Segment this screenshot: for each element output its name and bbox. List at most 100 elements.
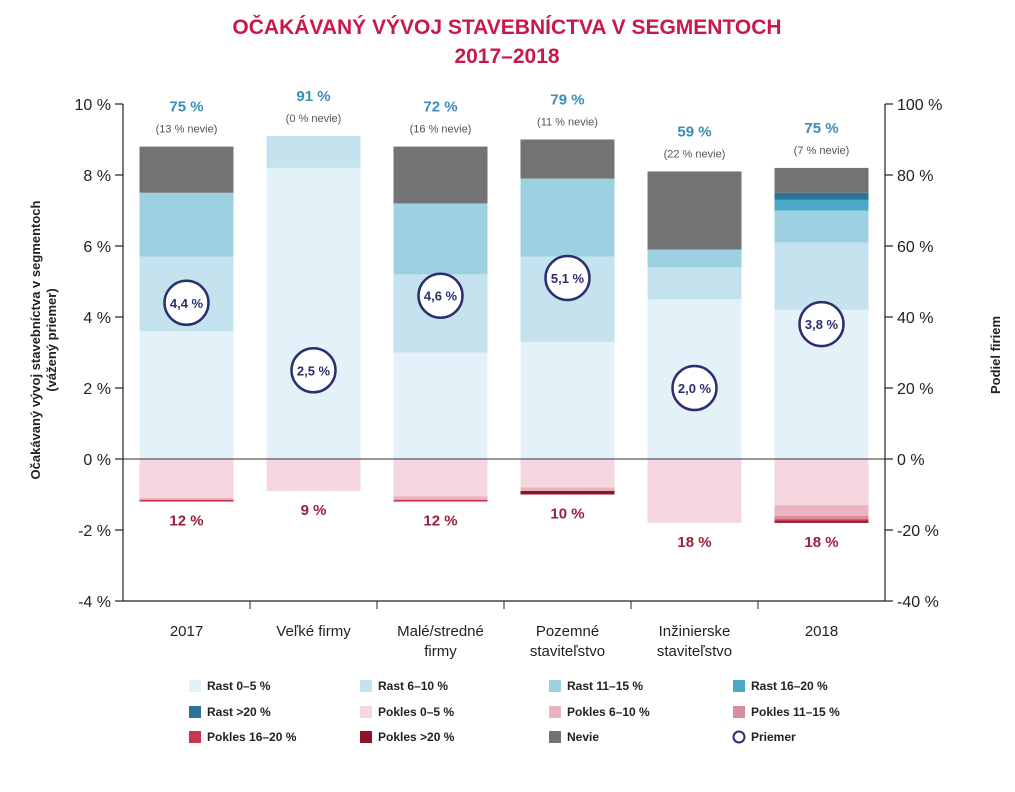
- bar-segment: [647, 171, 742, 250]
- bar-segment: [774, 242, 869, 310]
- legend-label: Pokles 6–10 %: [567, 705, 650, 719]
- legend-label: Rast >20 %: [207, 705, 271, 719]
- bar-segment: [774, 167, 869, 193]
- category-label: staviteľstvo: [530, 643, 605, 660]
- positive-share-label: 79 %: [550, 92, 584, 109]
- left-axis-title-line2: (vážený priemer): [44, 288, 59, 391]
- legend-swatch: [360, 731, 372, 743]
- legend: Rast 0–5 % Rast 6–10 % Rast 11–15 % Rast 16…: [189, 679, 840, 744]
- right-axis-title-text: Podiel firiem: [988, 316, 1003, 394]
- legend-label: Nevie: [567, 730, 599, 744]
- nevie-share-label: (13 % nevie): [156, 124, 218, 136]
- category-label: firmy: [424, 643, 457, 660]
- legend-label: Pokles 0–5 %: [378, 705, 454, 719]
- legend-swatch: [732, 730, 746, 744]
- legend-label: Rast 11–15 %: [567, 679, 643, 693]
- legend-label: Rast 16–20 %: [751, 679, 828, 693]
- positive-share-label: 59 %: [677, 123, 711, 140]
- bar-segment: [393, 459, 488, 497]
- bar-segment: [393, 496, 488, 500]
- left-tick-label: -4 %: [78, 594, 111, 611]
- plot-area: 10 % 8 % 6 % 4 % 2 % 0 % -2 % -4 % 100 % 80 % 60 %…: [75, 88, 943, 660]
- bar-segment: [774, 459, 869, 506]
- bar-segment: [647, 459, 742, 523]
- bar-segment: [393, 352, 488, 459]
- right-tick-label: -40 %: [897, 594, 939, 611]
- bar-segment: [393, 203, 488, 275]
- positive-share-label: 75 %: [169, 99, 203, 116]
- legend-swatch: [733, 706, 745, 718]
- left-tick-label: 10 %: [75, 97, 111, 114]
- right-tick-label: 40 %: [897, 310, 933, 327]
- legend-label: Priemer: [751, 730, 796, 744]
- bar-segment: [520, 178, 615, 257]
- bar-segment: [647, 267, 742, 300]
- category-label: 2018: [805, 623, 838, 640]
- right-tick-label: 80 %: [897, 168, 933, 185]
- legend-swatch: [549, 731, 561, 743]
- left-axis-title: Očakávaný vývoj stavebníctva v segmentoc…: [28, 200, 59, 479]
- legend-label: Rast 0–5 %: [207, 679, 271, 693]
- right-axis-title: Podiel firiem: [988, 316, 1003, 394]
- nevie-share-label: (7 % nevie): [794, 145, 850, 157]
- average-value-label: 2,5 %: [297, 363, 331, 378]
- legend-swatch: [360, 706, 372, 718]
- bar-segment: [393, 499, 488, 502]
- negative-share-label: 12 %: [169, 513, 203, 530]
- right-tick-label: 20 %: [897, 381, 933, 398]
- right-tick-label: 60 %: [897, 239, 933, 256]
- bar-segment: [647, 249, 742, 268]
- bar-segment: [520, 139, 615, 179]
- bar-segment: [774, 519, 869, 522]
- bar-segment: [520, 490, 615, 495]
- average-marker: [798, 300, 845, 348]
- bar-segment: [520, 487, 615, 491]
- bar-segment: [139, 498, 234, 500]
- bar-segment: [139, 146, 234, 193]
- negative-share-label: 18 %: [677, 534, 711, 551]
- left-tick-label: 6 %: [83, 239, 111, 256]
- legend-swatch: [733, 680, 745, 692]
- negative-share-label: 12 %: [423, 513, 457, 530]
- chart-title-line2: 2017–2018: [454, 45, 559, 68]
- legend-swatch: [189, 680, 201, 692]
- average-value-label: 2,0 %: [678, 381, 712, 396]
- average-value-label: 4,6 %: [424, 289, 458, 304]
- right-tick-label: 0 %: [897, 452, 925, 469]
- category-label: staviteľstvo: [657, 643, 732, 660]
- positive-share-label: 72 %: [423, 99, 457, 116]
- nevie-share-label: (11 % nevie): [537, 117, 598, 129]
- bar-segment: [520, 341, 615, 459]
- legend-label: Pokles 16–20 %: [207, 730, 297, 744]
- legend-swatch: [360, 680, 372, 692]
- legend-swatch: [549, 706, 561, 718]
- positive-share-label: 75 %: [804, 120, 838, 137]
- right-tick-label: -20 %: [897, 523, 939, 540]
- legend-swatch: [189, 731, 201, 743]
- average-marker: [671, 364, 718, 412]
- left-tick-label: 0 %: [83, 452, 111, 469]
- average-marker: [417, 272, 464, 319]
- legend-swatch: [189, 706, 201, 718]
- category-label: Pozemné: [536, 623, 599, 640]
- legend-swatch: [549, 680, 561, 692]
- average-value-label: 4,4 %: [170, 296, 204, 311]
- right-tick-label: 100 %: [897, 97, 942, 114]
- bar-segment: [774, 210, 869, 243]
- bar-segment: [266, 135, 361, 168]
- nevie-share-label: (22 % nevie): [664, 148, 726, 160]
- category-label: Veľké firmy: [276, 623, 351, 640]
- negative-share-label: 10 %: [550, 506, 584, 523]
- left-tick-label: 2 %: [83, 381, 111, 398]
- left-tick-label: -2 %: [78, 523, 111, 540]
- bar-segment: [774, 199, 869, 211]
- legend-label: Rast 6–10 %: [378, 679, 448, 693]
- bar-segment: [266, 459, 361, 491]
- bar-segment: [774, 505, 869, 516]
- category-label: 2017: [170, 623, 203, 640]
- nevie-share-label: (16 % nevie): [410, 124, 472, 136]
- average-marker: [544, 254, 591, 302]
- legend-label: Pokles 11–15 %: [751, 705, 840, 719]
- bar-segment: [266, 167, 361, 459]
